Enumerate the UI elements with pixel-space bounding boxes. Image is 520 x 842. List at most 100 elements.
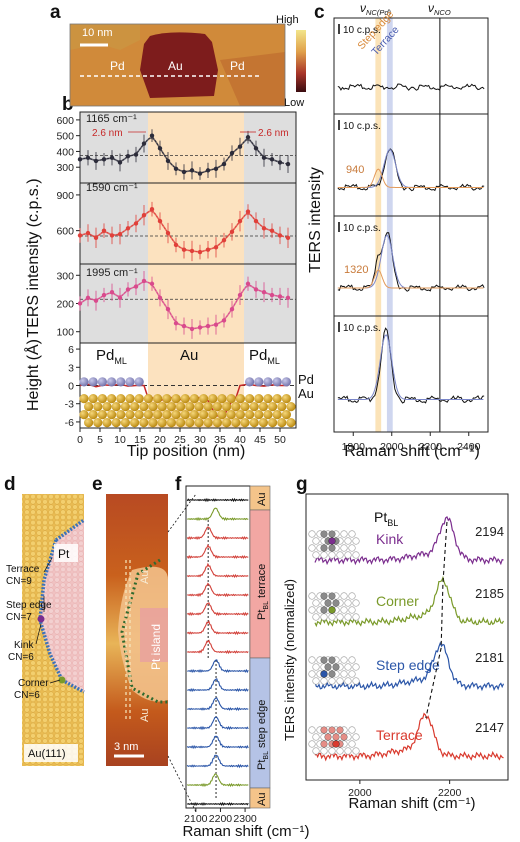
lattice-atom — [336, 613, 344, 621]
lattice-atom — [348, 592, 356, 600]
colorbar-high: High — [276, 14, 299, 26]
au-atom — [212, 402, 222, 412]
label-terrace-cn: CN=9 — [6, 576, 32, 587]
pd-band-left — [80, 112, 148, 343]
lattice-atom — [308, 726, 316, 734]
au-atom — [286, 402, 296, 412]
e-label-au-top: Au — [139, 571, 151, 584]
fit-curve — [337, 334, 484, 401]
label-step-cn: CN=7 — [6, 612, 32, 623]
e-scale-label: 3 nm — [114, 741, 138, 753]
g-peak-label: 2194 — [475, 524, 504, 539]
au-atom — [268, 402, 278, 412]
xtick-label: 2000 — [380, 441, 404, 453]
panel-e: Au Pt island Au 3 nm — [106, 493, 197, 813]
au-band — [148, 112, 244, 428]
pd-atom — [97, 377, 107, 387]
au-atom — [254, 394, 264, 404]
g-spectrum — [314, 516, 504, 566]
lattice-atom — [340, 544, 348, 552]
island-atom — [328, 544, 336, 552]
au-atom — [157, 402, 167, 412]
nu-nco-label: νNCO — [428, 1, 451, 17]
au-atom — [240, 418, 250, 428]
c-xlabel: Raman shift (cm⁻¹) — [344, 443, 480, 460]
f-spectrum — [186, 526, 249, 541]
lattice-atom — [352, 677, 360, 685]
au-atom — [84, 402, 94, 412]
spectrum — [337, 327, 485, 404]
xtick-label: 15 — [134, 434, 146, 446]
au-atom — [249, 418, 259, 428]
pt-island-model — [40, 520, 84, 692]
g-title: PtBL — [374, 509, 398, 528]
island-atom — [332, 599, 340, 607]
au-atom — [79, 394, 89, 404]
ytick-label: 0 — [68, 381, 74, 393]
g-xlabel: Raman shift (cm⁻¹) — [348, 795, 475, 812]
lattice-atom — [336, 677, 344, 685]
lattice-atom — [328, 747, 336, 755]
xtick-label: 40 — [234, 434, 246, 446]
lattice-atom — [328, 613, 336, 621]
panel-c: 10 c.p.s. 10 c.p.s. 10 c.p.s. 10 c.p.s. 1800… — [307, 1, 489, 460]
xtick-label: 5 — [97, 434, 103, 446]
au-atom — [189, 410, 199, 420]
material-pd: Pd — [298, 372, 314, 387]
au-atom — [208, 394, 218, 404]
au-atom — [93, 402, 103, 412]
data-point — [245, 209, 251, 214]
au-atom — [148, 402, 158, 412]
au-atom — [245, 410, 255, 420]
xtick-label: 50 — [274, 434, 286, 446]
au-atom — [166, 402, 176, 412]
ytick-label: 3 — [68, 362, 74, 374]
b3-title: 1995 cm⁻¹ — [86, 267, 138, 279]
pd-atom — [125, 377, 135, 387]
lattice-atom — [320, 747, 328, 755]
f-spectrum — [186, 801, 249, 807]
ytick-label: 900 — [56, 190, 74, 202]
lattice-atom — [348, 670, 356, 678]
label-au: Au — [168, 59, 183, 73]
pd-atom — [134, 377, 144, 387]
au-atom — [286, 418, 296, 428]
ytick-label: 400 — [56, 146, 74, 158]
data-point — [149, 133, 155, 138]
ytick-label: -6 — [65, 417, 74, 429]
au-atom — [235, 394, 245, 404]
ytick-label: 600 — [56, 226, 74, 238]
island-atom — [320, 606, 328, 614]
au-atom — [134, 394, 144, 404]
xtick-label: 45 — [254, 434, 266, 446]
au-atom — [111, 402, 121, 412]
g-ylabel: TERS intensity (normalized) — [282, 579, 297, 741]
fit-curve — [79, 281, 285, 330]
ytick-label: 500 — [56, 131, 74, 143]
au-atom — [222, 418, 232, 428]
e-label-pt-island: Pt island — [149, 624, 163, 670]
label-pd-right: Pd — [230, 59, 245, 73]
ytick-label: 300 — [56, 270, 74, 282]
au-atom — [281, 410, 291, 420]
fit-curve — [79, 137, 285, 174]
xtick-label: 2100 — [184, 813, 208, 825]
lattice-atom — [340, 656, 348, 664]
au-atom — [143, 410, 153, 420]
intensity-scale-label: 10 c.p.s. — [343, 223, 381, 234]
pd-atom — [245, 377, 255, 387]
island-atom — [324, 663, 332, 671]
intensity-scale-label: 10 c.p.s. — [343, 121, 381, 132]
lattice-atom — [348, 740, 356, 748]
au-atom — [171, 394, 181, 404]
panel-b: 300 400 500 600 600 900 100 200 300 -6 -3 0 3 6 0 5 10 15… — [23, 111, 314, 460]
intensity-scale-label: 10 c.p.s. — [343, 25, 381, 36]
au-atom — [194, 402, 204, 412]
au-atom — [120, 402, 130, 412]
au-atom — [166, 418, 176, 428]
au-atom — [88, 394, 98, 404]
panel-d: Pt Terrace CN=9 Step edge CN=7 Kink CN=6… — [6, 494, 86, 766]
island-atom — [324, 599, 332, 607]
xtick-label: 2200 — [209, 813, 233, 825]
step-edge-band — [375, 18, 382, 432]
